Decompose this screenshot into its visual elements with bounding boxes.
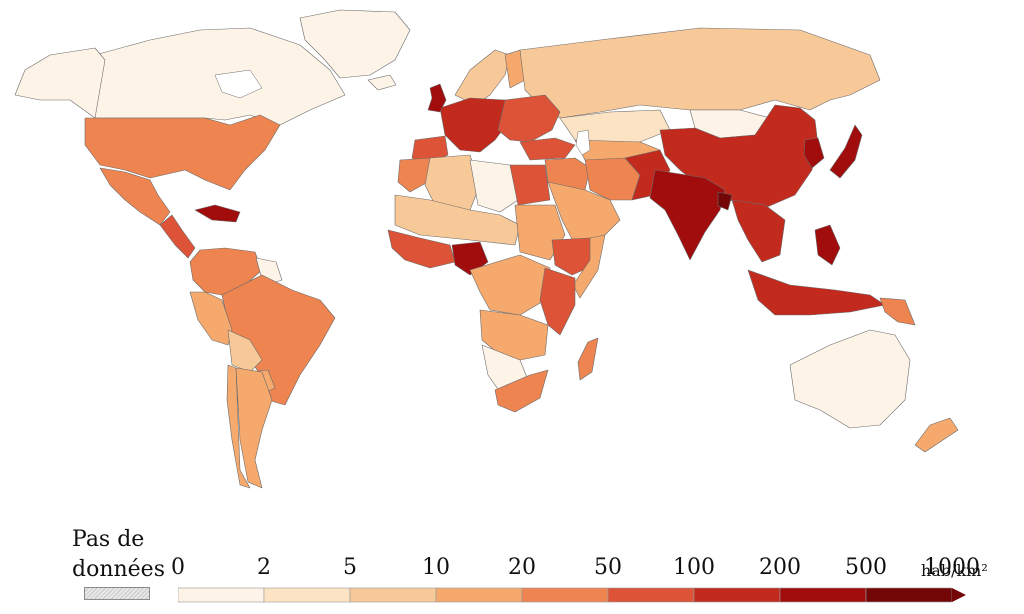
region-australia — [789, 329, 911, 429]
region-india — [649, 169, 726, 261]
legend-tick-label: 2 — [257, 555, 271, 580]
legend-tick-label: 20 — [508, 555, 536, 580]
region-turkey — [519, 137, 576, 161]
unit-label: hab/km² — [921, 561, 988, 580]
colorbar-extend-arrow — [952, 588, 966, 602]
region-western-europe — [439, 97, 511, 153]
colorbar-bin — [263, 587, 351, 603]
region-sahel — [394, 194, 521, 246]
colorbar-bin — [521, 587, 609, 603]
region-indonesia — [747, 269, 886, 316]
region-egypt — [509, 164, 551, 206]
colorbar-bin — [349, 587, 437, 603]
region-central-africa — [469, 254, 551, 316]
region-southeast-asia — [731, 199, 786, 263]
region-morocco — [397, 157, 436, 193]
region-united-states — [84, 114, 281, 191]
legend-tick-label: 10 — [422, 555, 450, 580]
region-west-africa — [387, 229, 456, 269]
region-iceland — [367, 74, 397, 91]
colorbar — [178, 587, 966, 603]
region-greenland — [299, 9, 411, 79]
no-data-label: Pas de données — [72, 527, 165, 582]
legend-tick-label: 200 — [759, 555, 801, 580]
region-korea — [803, 137, 825, 169]
colorbar-bin — [779, 587, 867, 603]
colorbar-bin — [607, 587, 695, 603]
region-angola-zambia — [479, 309, 549, 361]
colorbar-bin — [435, 587, 523, 603]
no-data-swatch — [84, 587, 150, 600]
region-russia — [519, 27, 881, 119]
region-colombia-venezuela — [189, 247, 263, 296]
region-madagascar — [577, 337, 599, 381]
hudson-bay — [214, 69, 263, 99]
legend-tick-label: 5 — [343, 555, 357, 580]
legend-tick-label: 100 — [673, 555, 715, 580]
caspian-sea — [575, 129, 591, 156]
legend: Pas de données 0 2 5 10 20 50 100 200 500 1000 ha… — [0, 510, 1024, 614]
region-east-africa — [539, 267, 576, 336]
colorbar-bin — [178, 587, 265, 603]
region-saudi-arabia — [547, 181, 621, 246]
region-united-kingdom — [427, 83, 447, 113]
region-mexico — [99, 167, 171, 226]
region-philippines — [814, 224, 841, 266]
legend-tick-label: 50 — [594, 555, 622, 580]
world-map — [14, 9, 959, 489]
region-japan — [829, 124, 863, 179]
region-central-america — [159, 214, 196, 259]
region-new-zealand — [914, 417, 959, 453]
legend-tick-label: 500 — [845, 555, 887, 580]
world-map-svg — [14, 9, 959, 489]
region-papua-new-guinea — [879, 297, 916, 326]
region-eastern-europe — [497, 94, 561, 143]
region-argentina — [235, 367, 273, 489]
region-caribbean — [194, 204, 241, 223]
legend-tick-label: 1000 — [924, 555, 980, 580]
colorbar-bin — [693, 587, 781, 603]
region-somalia — [572, 234, 606, 299]
region-libya — [469, 159, 519, 213]
region-bangladesh — [717, 191, 733, 211]
legend-tick-label: 0 — [171, 555, 185, 580]
region-scandinavia — [454, 49, 511, 106]
region-alaska — [14, 47, 106, 119]
region-south-africa — [494, 369, 549, 413]
colorbar-bin — [865, 587, 953, 603]
region-bolivia — [227, 329, 263, 373]
